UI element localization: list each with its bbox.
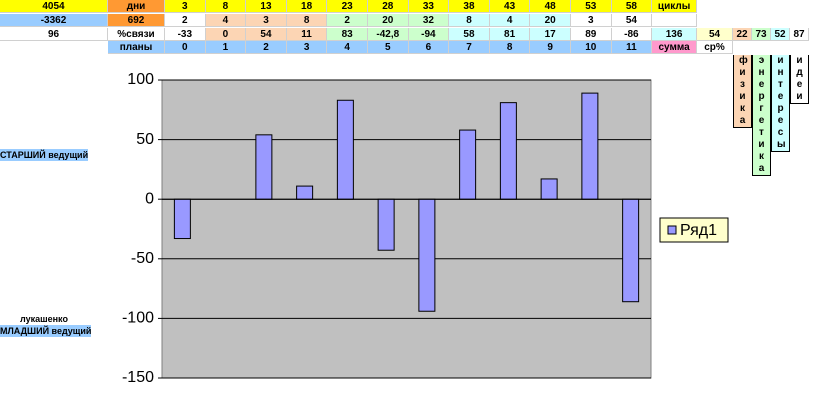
vertical-label: физика [733, 55, 752, 128]
plot-area [161, 79, 652, 379]
table-cell: 13 [246, 0, 287, 13]
table-cell: 17 [530, 27, 571, 41]
bar [377, 198, 395, 251]
table-cell: 83 [327, 27, 368, 41]
bar [255, 134, 273, 200]
table-cell: 5 [368, 41, 409, 55]
table-cell: 11 [286, 27, 328, 41]
table-cell: 4 [205, 13, 247, 27]
table-cell: планы [108, 41, 165, 55]
table-cell: 28 [368, 0, 409, 13]
table-cell: 6 [408, 41, 450, 55]
vertical-label: идеи [790, 55, 809, 104]
table-cell: 2 [246, 41, 287, 55]
table-cell: 136 [652, 27, 697, 41]
legend-label: Ряд1 [680, 222, 717, 239]
table-cell: 32 [408, 13, 450, 27]
table-cell: 54 [246, 27, 287, 41]
table-cell: 58 [611, 0, 653, 13]
table-cell: 4 [327, 41, 368, 55]
table-cell: 11 [611, 41, 653, 55]
table-cell: 58 [449, 27, 490, 41]
table-cell: 89 [571, 27, 612, 41]
table-cell: 23 [327, 0, 368, 13]
table-cell: -42,8 [368, 27, 409, 41]
bar [581, 92, 599, 200]
table-cell: сумма [652, 41, 697, 55]
table-cell: 3 [246, 13, 287, 27]
table-cell: 3 [571, 13, 612, 27]
table-cell: 53 [571, 0, 612, 13]
table-cell: 0 [165, 41, 206, 55]
table-cell: 22 [733, 27, 752, 41]
empty-cell [652, 13, 697, 27]
junior-label: МЛАДШИЙ ведущий [0, 325, 92, 337]
table-cell: -86 [611, 27, 653, 41]
table-cell: 96 [0, 27, 108, 41]
table-cell: 2 [327, 13, 368, 27]
bar [296, 185, 314, 200]
table-cell: 1 [205, 41, 247, 55]
table-cell: 81 [489, 27, 531, 41]
bar [622, 198, 640, 303]
bar [459, 129, 477, 200]
table-cell: 8 [286, 13, 328, 27]
table-cell: 9 [530, 41, 571, 55]
table-cell: 0 [205, 27, 247, 41]
table-cell: 8 [449, 13, 490, 27]
table-cell: 7 [449, 41, 490, 55]
table-cell: 20 [368, 13, 409, 27]
table-cell: ср% [697, 41, 733, 55]
table-cell: 8 [205, 0, 247, 13]
table-cell: 87 [790, 27, 809, 41]
table-cell: 3 [165, 0, 206, 13]
vertical-label: интересы [771, 55, 790, 152]
table-cell: -3362 [0, 13, 108, 27]
table-cell: 54 [611, 13, 653, 27]
table-cell: 8 [489, 41, 531, 55]
bar [499, 102, 517, 200]
table-cell: 692 [108, 13, 165, 27]
y-tick-label: -100 [122, 310, 154, 327]
table-cell: 48 [530, 0, 571, 13]
bar [418, 198, 436, 312]
y-tick-label: 0 [145, 190, 154, 207]
bar [336, 99, 354, 200]
table-cell: 20 [530, 13, 571, 27]
table-cell: 10 [571, 41, 612, 55]
name-label: лукашенко [20, 314, 68, 324]
table-cell: дни [108, 0, 165, 13]
table-cell: циклы [652, 0, 697, 13]
table-cell: 43 [489, 0, 531, 13]
y-tick-label: -150 [122, 369, 154, 386]
y-tick-label: 50 [136, 131, 154, 148]
table-cell: -33 [165, 27, 206, 41]
table-cell: 54 [697, 27, 733, 41]
bar [173, 198, 191, 240]
table-cell: 3 [286, 41, 328, 55]
table-cell: -94 [408, 27, 450, 41]
table-cell: 38 [449, 0, 490, 13]
bar [540, 178, 558, 200]
table-cell: 2 [165, 13, 206, 27]
table-cell: 33 [408, 0, 450, 13]
table-cell: 4054 [0, 0, 108, 13]
y-tick-label: -50 [131, 250, 154, 267]
table-cell: 73 [752, 27, 771, 41]
table-cell: 18 [286, 0, 328, 13]
vertical-label: энергетика [752, 55, 771, 176]
table-cell: %связи [108, 27, 165, 41]
y-tick-label: 100 [127, 71, 154, 88]
legend-swatch [667, 225, 677, 235]
senior-label: СТАРШИЙ ведущий [0, 149, 89, 161]
table-cell: 4 [489, 13, 531, 27]
table-cell: 52 [771, 27, 790, 41]
